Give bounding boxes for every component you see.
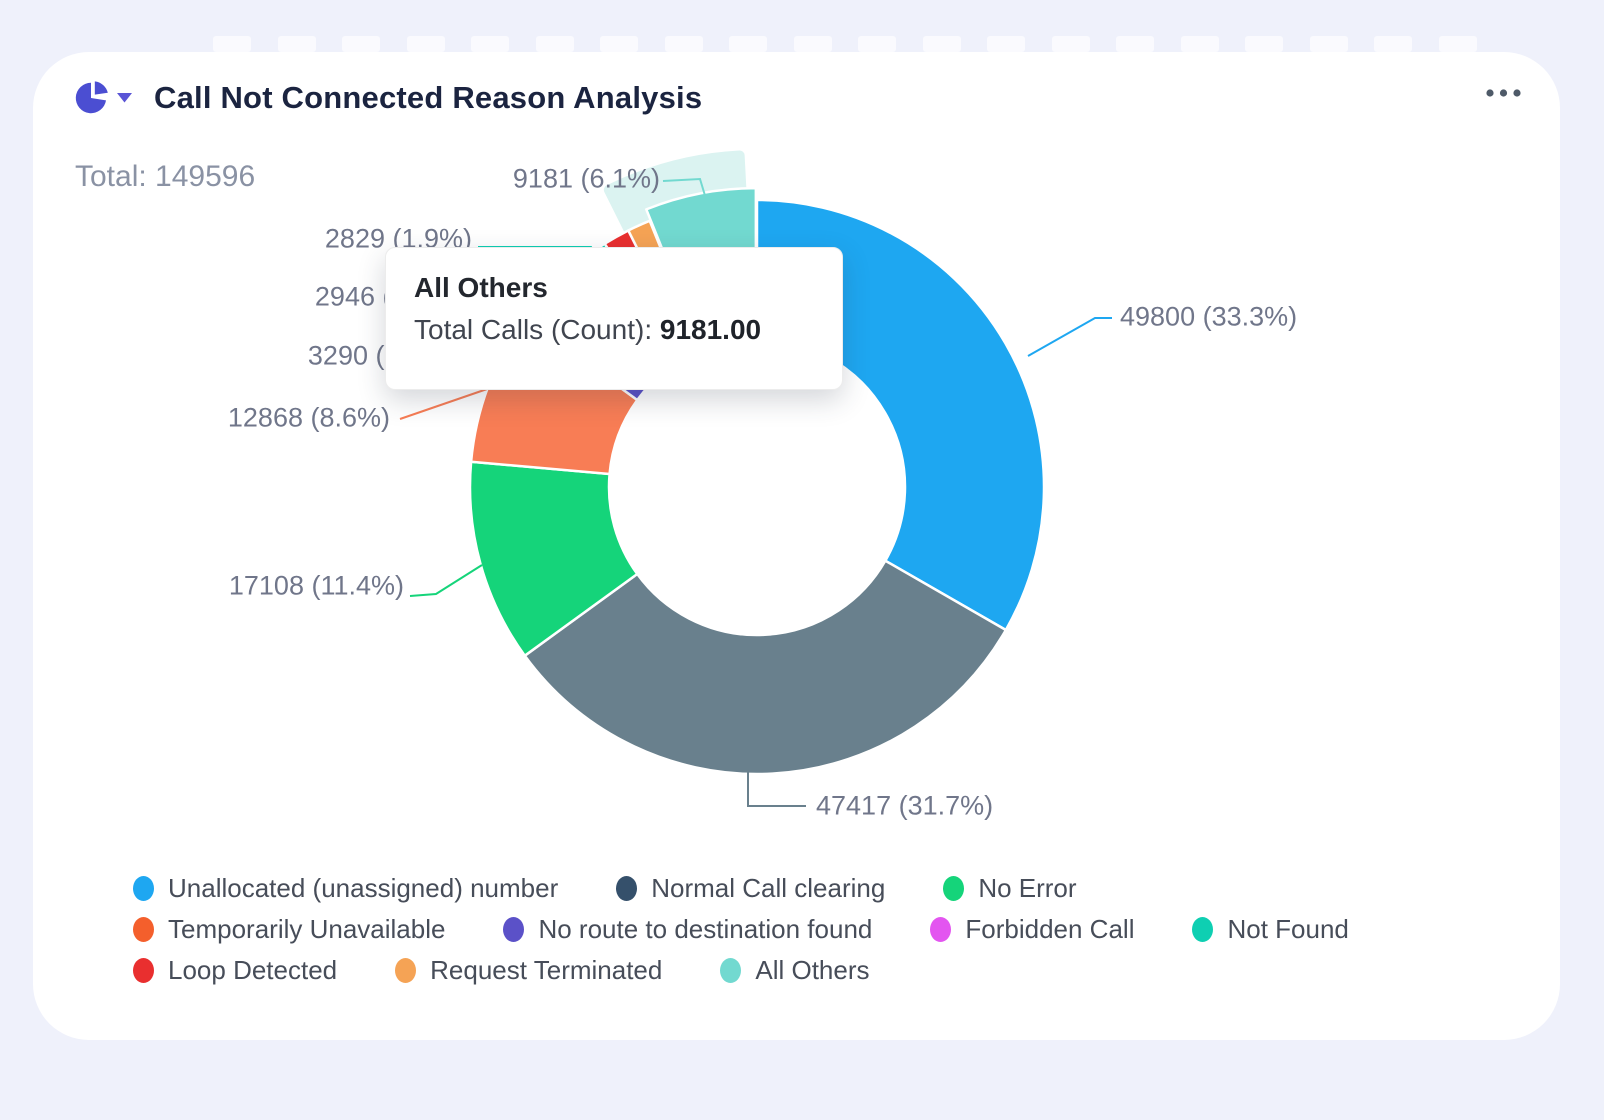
legend-label: Request Terminated [430,955,663,985]
top-deco-bar [1051,36,1090,52]
legend-item[interactable]: No route to destination found [503,913,872,945]
legend-color-dot [943,875,965,901]
legend-item[interactable]: Not Found [1192,913,1349,945]
top-deco-bar [987,36,1025,52]
tooltip-value: 9181.00 [659,314,762,345]
chevron-down-icon[interactable] [117,93,132,103]
legend-row: Temporarily Unavailable No route to desti… [133,913,1349,945]
top-deco-bar [1116,36,1154,52]
top-deco-bar [406,36,445,52]
top-deco-bar [600,36,638,52]
top-deco-bar [1438,36,1477,52]
slice-value-label: 9181 (6.1%) [512,163,660,194]
legend-item[interactable]: All Others [720,954,870,986]
slice-value-label: 47417 (31.7%) [816,790,994,821]
legend-color-dot [616,875,638,901]
more-options-button[interactable] [1486,88,1524,98]
slice-value-label: 12868 (8.6%) [227,402,390,433]
top-deco-bar [471,36,509,52]
legend-row: Unallocated (unassigned) number Normal Ca… [133,872,1349,904]
legend-item[interactable]: Forbidden Call [930,913,1134,945]
donut-slice[interactable] [523,559,1008,776]
slice-value-label: 17108 (11.4%) [228,570,404,601]
label-leader-line [747,770,806,807]
top-deco-bar [858,36,896,52]
tooltip-value-line: Total Calls (Count): 9181.00 [414,314,762,345]
legend-label: Not Found [1227,914,1349,944]
legend-item[interactable]: Normal Call clearing [616,872,885,904]
card-header: Call Not Connected Reason Analysis [72,78,702,118]
label-leader-line [662,177,723,253]
legend-label: No route to destination found [538,914,873,944]
legend-item[interactable]: Unallocated (unassigned) number [133,872,558,904]
legend-row: Loop Detected Request Terminated All Other… [133,954,1349,986]
legend-label: No Error [978,873,1077,903]
legend-label: Loop Detected [168,955,338,985]
legend-item[interactable]: No Error [943,872,1077,904]
legend-label: Temporarily Unavailable [168,914,446,944]
label-leader-line [1027,317,1112,357]
label-leader-line [399,387,491,420]
top-deco-bar [1374,36,1412,52]
top-deco-bar [922,36,961,52]
top-deco-bar [1309,36,1348,52]
legend-item[interactable]: Temporarily Unavailable [133,913,445,945]
legend-color-dot [133,916,154,942]
legend-color-dot [395,957,417,983]
top-deco-bar [277,36,316,52]
top-deco-bar [793,36,832,52]
pie-chart-icon[interactable] [72,79,110,117]
top-deco-bar [729,36,767,52]
label-leader-line [409,564,483,597]
top-deco-bar [664,36,703,52]
legend-label: Forbidden Call [965,914,1135,944]
legend-color-dot [133,875,154,901]
legend-color-dot [503,916,525,942]
tooltip-series-label: Total Calls (Count) [414,314,645,345]
top-deco-bar [213,36,251,52]
tooltip-title: All Others [414,272,548,303]
legend-label: Normal Call clearing [651,873,886,903]
chart-tooltip: All Others Total Calls (Count): 9181.00 [385,247,843,390]
legend-color-dot [720,957,742,983]
chart-title: Call Not Connected Reason Analysis [154,80,703,115]
top-deco-bar [535,36,574,52]
top-deco-bar [342,36,380,52]
top-deco-bar [1180,36,1219,52]
legend-item[interactable]: Loop Detected [133,954,337,986]
chart-legend: Unallocated (unassigned) number Normal Ca… [133,872,1349,986]
legend-color-dot [930,916,952,942]
legend-color-dot [1192,916,1214,942]
legend-item[interactable]: Request Terminated [395,954,662,986]
top-deco-bar [1245,36,1283,52]
total-calls-label: Total: 149596 [75,160,256,193]
slice-value-label: 49800 (33.3%) [1120,301,1298,332]
legend-label: Unallocated (unassigned) number [168,873,559,903]
legend-color-dot [133,957,154,983]
legend-label: All Others [755,955,870,985]
